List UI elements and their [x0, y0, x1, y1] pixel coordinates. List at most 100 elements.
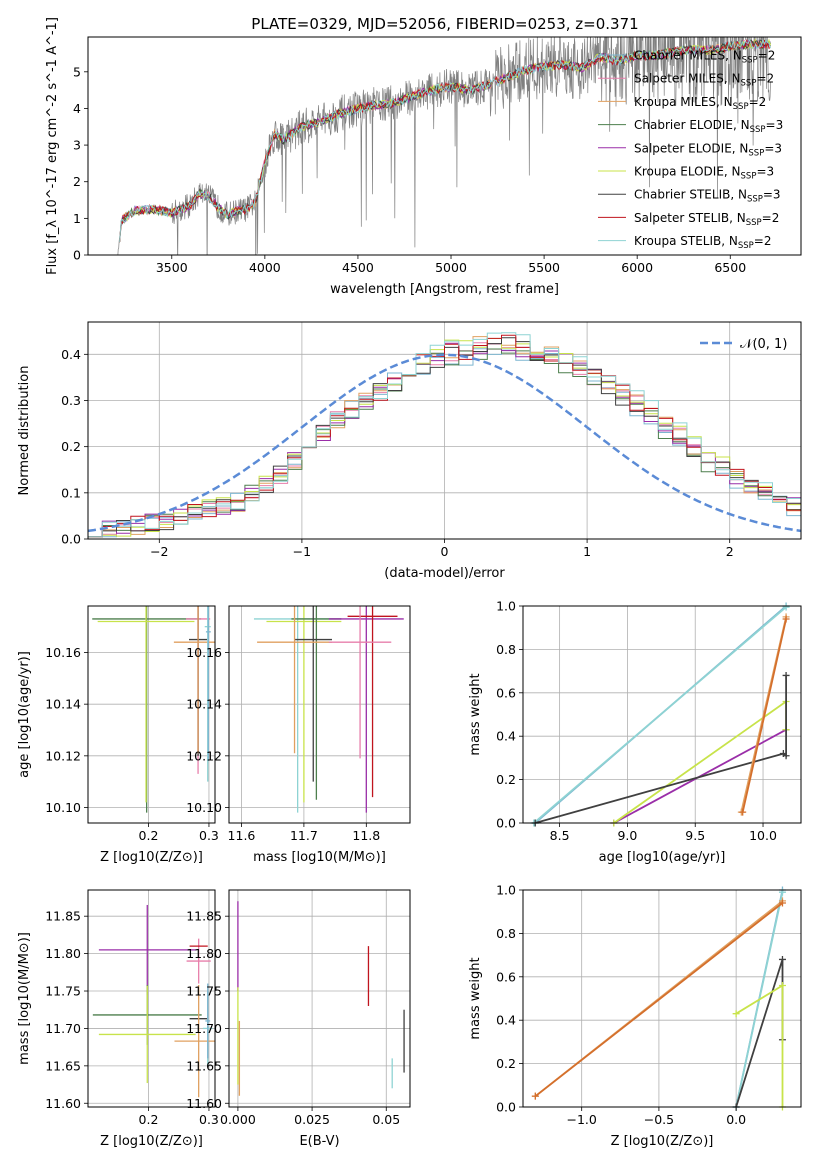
y-axis-label: mass weight: [468, 957, 483, 1039]
legend-label: Kroupa MILES, NSSP=2: [634, 95, 766, 112]
x-tick-label: 0.2: [139, 1112, 159, 1127]
x-tick-label: 8.5: [550, 828, 570, 843]
error-point: [98, 985, 196, 1084]
residual-histogram-line: [88, 334, 801, 538]
mass-weight-line: [741, 618, 787, 813]
axes-residuals: −2 −1 0 1 2 0.0 0.1 0.2 0.3 0.4 (data-model)/error…: [17, 322, 801, 581]
x-tick-label: 11.8: [352, 828, 380, 843]
frame-mass_weight_vs_age: [522, 605, 802, 824]
y-tick-label: 10.16: [186, 645, 222, 660]
y-tick-label: 10.12: [186, 748, 222, 763]
y-tick-label: 11.75: [186, 984, 222, 999]
x-tick-label: −1: [293, 544, 311, 559]
x-tick-label: 4000: [249, 260, 281, 275]
y-tick-label: 11.65: [186, 1058, 222, 1073]
y-tick-label: 0.6: [496, 969, 516, 984]
y-tick-label: 0.4: [496, 729, 516, 744]
mass-weight-line: [533, 606, 787, 823]
y-tick-label: 3: [73, 138, 81, 153]
x-tick-label: −1.0: [567, 1112, 597, 1127]
mass-weight-marker: [778, 981, 786, 989]
y-tick-label: 0.6: [496, 685, 516, 700]
mass-weight-marker: [782, 671, 790, 679]
y-tick-label: 11.85: [45, 909, 81, 924]
mass-weight-marker: [778, 955, 786, 963]
x-tick-label: 5000: [435, 260, 467, 275]
spectrum-model-line: [119, 38, 771, 243]
axes-age_vs_mass: 11.6 11.7 11.8 10.10 10.12 10.14 10.16 mass [lo…: [186, 606, 410, 865]
error-point: [97, 606, 195, 803]
x-axis-label: age [log10(age/yr)]: [599, 850, 726, 865]
mass-weight-marker: [531, 1092, 539, 1100]
legend-label: Chabrier ELODIE, NSSP=3: [634, 118, 783, 135]
x-axis-label: mass [log10(M/M⊙)]: [253, 850, 386, 865]
y-tick-label: 0.0: [496, 816, 516, 831]
x-axis-label: (data-model)/error: [384, 566, 505, 581]
x-axis-label: E(B-V): [299, 1134, 339, 1149]
legend-label: Salpeter STELIB, NSSP=2: [634, 211, 779, 228]
mass-weight-marker: [782, 752, 790, 760]
x-tick-label: 6000: [621, 260, 653, 275]
x-tick-label: 9.5: [685, 828, 705, 843]
y-tick-label: 10.14: [186, 697, 222, 712]
mass-weight-marker: [739, 808, 747, 816]
mass-weight-line: [534, 675, 787, 823]
residual-histogram-line: [88, 337, 801, 538]
y-tick-label: 11.80: [45, 946, 81, 961]
y-tick-label: 11.85: [186, 909, 222, 924]
x-axis-label: Z [log10(Z/Z⊙)]: [100, 1134, 203, 1149]
x-tick-label: 2: [726, 544, 734, 559]
x-tick-label: 1: [583, 544, 591, 559]
x-tick-label: 0.05: [372, 1112, 400, 1127]
x-tick-label: 10.0: [749, 828, 777, 843]
x-tick-label: 5500: [528, 260, 560, 275]
axes-mass_weight_vs_Z: −1.0 −0.5 0.0 0.0 0.2 0.4 0.6 0.8 1.0 Z [log10(Z/…: [468, 883, 801, 1149]
residual-legend: 𝒩(0, 1): [700, 337, 787, 352]
y-tick-label: 0.8: [496, 926, 516, 941]
axes-age_vs_Z: 0.2 0.3 10.10 10.12 10.14 10.16 Z [log10(Z/Z⊙)…: [17, 606, 219, 865]
mass-weight-marker: [782, 603, 790, 611]
frame-mass_vs_Z: [87, 889, 216, 1108]
x-tick-label: 4500: [342, 260, 374, 275]
x-tick-label: 0: [441, 544, 449, 559]
x-tick-label: 11.6: [228, 828, 256, 843]
x-axis-label: wavelength [Angstrom, rest frame]: [330, 282, 559, 297]
y-tick-label: 4: [73, 101, 81, 116]
error-point: [347, 606, 398, 798]
legend-label: Kroupa STELIB, NSSP=2: [634, 234, 772, 251]
y-tick-label: 11.60: [45, 1096, 81, 1111]
frame-spec: [87, 36, 802, 256]
y-axis-label: mass weight: [468, 673, 483, 755]
mass-weight-marker: [732, 1010, 740, 1018]
x-tick-label: 0.025: [294, 1112, 330, 1127]
y-tick-label: 11.80: [186, 946, 222, 961]
spectrum-legend: Chabrier MILES, NSSP=2 Salpeter MILES, NS…: [598, 49, 783, 251]
y-tick-label: 0.2: [496, 772, 516, 787]
error-point: [328, 606, 404, 813]
frame-mass_vs_EBV: [228, 889, 411, 1108]
axes-mass_vs_EBV: 0.000 0.025 0.05 11.60 11.65 11.70 11.75 11.80 1…: [186, 890, 410, 1149]
y-tick-label: 2: [73, 174, 81, 189]
y-tick-label: 10.10: [45, 800, 81, 815]
y-tick-label: 0.2: [61, 439, 81, 454]
figure-title: PLATE=0329, MJD=52056, FIBERID=0253, z=0…: [251, 15, 638, 33]
error-point: [173, 606, 215, 754]
error-point: [257, 606, 332, 754]
error-point: [205, 606, 211, 761]
axes-mass_weight_vs_age: 8.5 9.0 9.5 10.0 0.0 0.2 0.4 0.6 0.8 1.0 age [log1…: [468, 599, 801, 865]
y-tick-label: 0.0: [496, 1100, 516, 1115]
frame-res: [87, 321, 802, 540]
legend-label: Salpeter ELODIE, NSSP=3: [634, 141, 782, 158]
frame-mass_weight_vs_Z: [522, 889, 802, 1108]
y-tick-label: 11.70: [186, 1021, 222, 1036]
y-tick-label: 10.16: [45, 645, 81, 660]
x-tick-label: 0.3: [199, 828, 219, 843]
y-tick-label: 10.10: [186, 800, 222, 815]
x-tick-label: 0.000: [220, 1112, 256, 1127]
x-axis-label: Z [log10(Z/Z⊙)]: [611, 1134, 714, 1149]
y-axis-label: mass [log10(M/M⊙)]: [17, 932, 32, 1065]
y-tick-label: 0.8: [496, 642, 516, 657]
y-axis-label: Flux [f_λ 10^-17 erg cm^-2 s^-1 A^-1]: [45, 17, 60, 275]
